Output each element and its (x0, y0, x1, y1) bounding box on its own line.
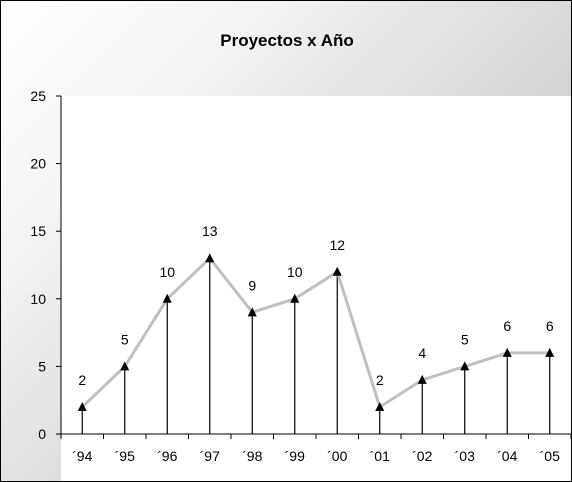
x-tick-label: ´99 (285, 448, 305, 464)
data-point-marker (460, 361, 470, 371)
series-line (81, 256, 550, 409)
x-tick-label: ´97 (200, 448, 220, 464)
x-tick-label: ´98 (242, 448, 262, 464)
data-point-marker (120, 361, 130, 371)
data-point-marker (545, 347, 555, 357)
data-point-marker (247, 307, 257, 317)
y-tick-label: 0 (38, 426, 46, 442)
x-tick-label: ´04 (497, 448, 517, 464)
x-tick-label: ´03 (455, 448, 475, 464)
data-point-marker (290, 293, 300, 303)
data-label: 2 (376, 372, 384, 388)
data-point-marker (502, 347, 512, 357)
y-tick-label: 10 (30, 291, 46, 307)
x-tick-label: ´95 (115, 448, 135, 464)
x-tick-label: ´01 (370, 448, 390, 464)
data-label: 10 (159, 264, 175, 280)
data-point-marker (417, 374, 427, 384)
data-point-marker (332, 266, 342, 276)
data-label: 5 (461, 331, 469, 347)
data-label: 4 (418, 345, 426, 361)
x-tick-label: ´02 (412, 448, 432, 464)
x-tick-label: ´00 (327, 448, 347, 464)
data-label: 13 (202, 223, 218, 239)
data-label: 2 (78, 372, 86, 388)
data-label: 6 (503, 318, 511, 334)
plot-area (61, 96, 571, 481)
data-point-marker (375, 401, 385, 411)
data-label: 5 (121, 331, 129, 347)
data-label: 9 (248, 277, 256, 293)
chart-title: Proyectos x Año (220, 31, 354, 50)
x-tick-label: ´96 (157, 448, 177, 464)
y-tick-label: 25 (30, 88, 46, 104)
x-tick-label: ´94 (72, 448, 92, 464)
data-label: 10 (287, 264, 303, 280)
data-point-marker (162, 293, 172, 303)
x-tick-label: ´05 (540, 448, 560, 464)
data-label: 12 (329, 237, 345, 253)
data-label: 6 (546, 318, 554, 334)
y-tick-label: 20 (30, 156, 46, 172)
y-tick-label: 5 (38, 358, 46, 374)
data-point-marker (77, 401, 87, 411)
y-tick-label: 15 (30, 223, 46, 239)
data-point-marker (205, 253, 215, 263)
